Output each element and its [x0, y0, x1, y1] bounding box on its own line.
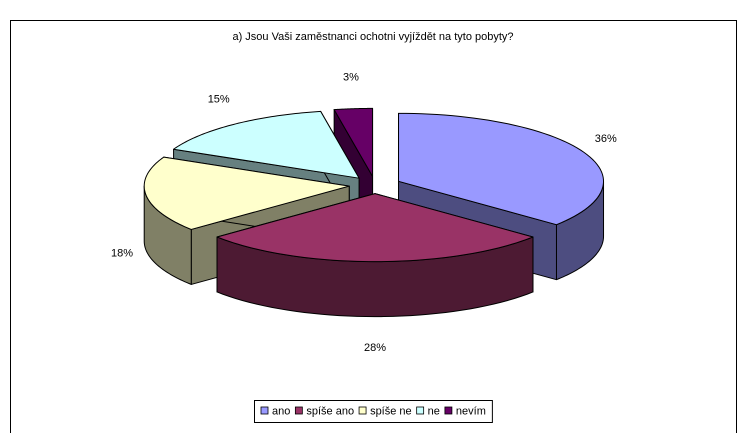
slice	[216, 193, 534, 318]
slice-top	[143, 156, 350, 230]
legend-label: spíše ne	[370, 405, 412, 417]
data-label: 36%	[595, 133, 617, 145]
slice-top	[398, 112, 605, 226]
data-label: 3%	[343, 71, 359, 83]
data-label: 28%	[364, 342, 386, 354]
data-label: 18%	[111, 247, 133, 259]
legend-label: ne	[428, 405, 440, 417]
chart-title: a) Jsou Vaši zaměstnanci ochotni vyjíždě…	[232, 31, 513, 43]
legend	[254, 400, 493, 423]
slice-top	[333, 107, 374, 177]
legend-label: ano	[272, 405, 290, 417]
legend-label: spíše ano	[306, 405, 354, 417]
legend-label: nevím	[456, 405, 486, 417]
legend-swatch	[294, 406, 303, 415]
slice-top	[216, 193, 534, 263]
slice-top	[173, 110, 360, 179]
legend-swatch	[358, 406, 367, 415]
legend-swatch	[444, 406, 453, 415]
pie	[143, 107, 605, 318]
data-label: 15%	[208, 94, 230, 106]
legend-swatch	[416, 406, 425, 415]
legend-swatch	[260, 406, 269, 415]
